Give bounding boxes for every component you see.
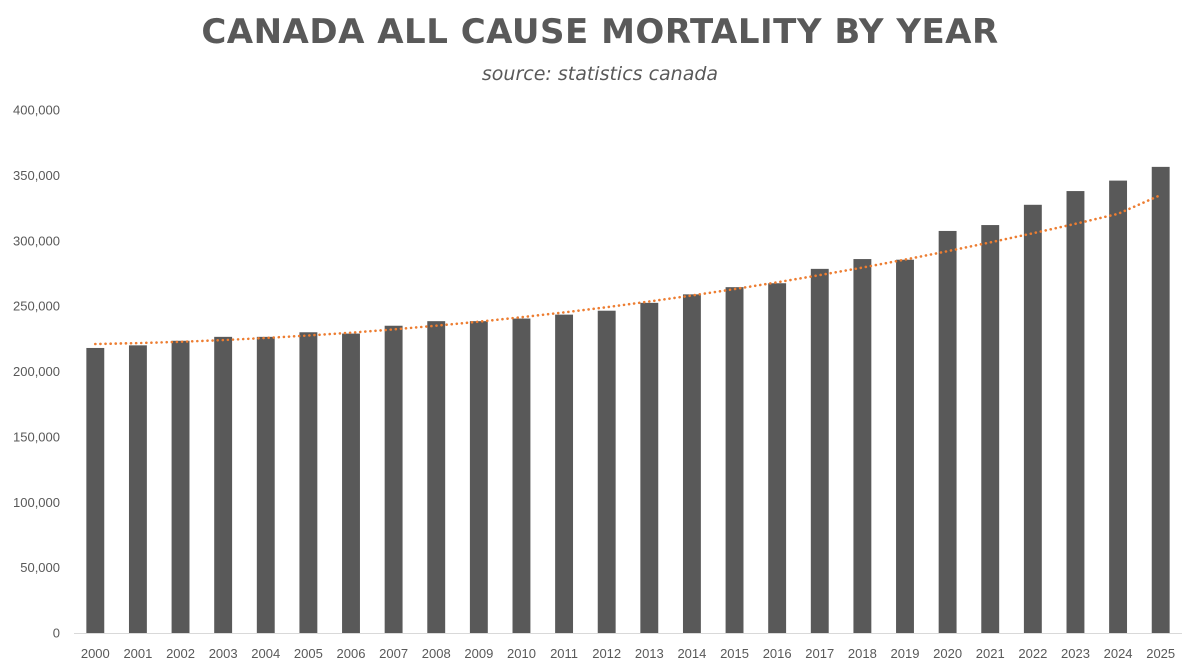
y-tick-label: 50,000 (20, 560, 60, 575)
x-tick-label: 2004 (251, 646, 280, 661)
x-tick-label: 2014 (677, 646, 706, 661)
x-tick-label: 2022 (1018, 646, 1047, 661)
bar-2000 (86, 347, 105, 633)
x-tick-label: 2000 (81, 646, 110, 661)
bar-2009 (469, 321, 488, 633)
bar-2020 (938, 230, 957, 633)
bar-2016 (768, 283, 787, 633)
x-tick-label: 2024 (1104, 646, 1133, 661)
bar-2022 (1023, 204, 1042, 633)
x-tick-label: 2012 (592, 646, 621, 661)
bar-2010 (512, 318, 531, 633)
x-tick-label: 2025 (1146, 646, 1175, 661)
x-tick-label: 2006 (337, 646, 366, 661)
bar-2006 (342, 333, 360, 633)
y-tick-label: 350,000 (13, 168, 60, 183)
bar-2019 (896, 259, 914, 633)
bar-2012 (597, 310, 616, 633)
y-tick-label: 100,000 (13, 495, 60, 510)
x-tick-label: 2013 (635, 646, 664, 661)
bar-2023 (1066, 191, 1085, 633)
y-tick-label: 150,000 (13, 429, 60, 444)
bar-2021 (981, 225, 1000, 633)
bar-2017 (810, 268, 829, 633)
bar-2011 (555, 314, 574, 633)
bar-2013 (640, 302, 659, 633)
x-tick-label: 2009 (464, 646, 493, 661)
bar-2003 (214, 336, 233, 633)
x-tick-label: 2007 (379, 646, 408, 661)
x-tick-label: 2016 (763, 646, 792, 661)
x-tick-label: 2001 (123, 646, 152, 661)
x-tick-label: 2005 (294, 646, 323, 661)
bar-2002 (171, 340, 190, 633)
x-tick-label: 2010 (507, 646, 536, 661)
y-tick-label: 200,000 (13, 364, 60, 379)
bar-2014 (682, 294, 701, 633)
y-tick-label: 400,000 (13, 103, 60, 118)
bar-2008 (427, 321, 446, 633)
bar-2024 (1109, 180, 1128, 634)
x-tick-label: 2018 (848, 646, 877, 661)
chart-title: CANADA ALL CAUSE MORTALITY BY YEAR (201, 12, 999, 52)
bar-2005 (299, 332, 318, 633)
x-tick-label: 2002 (166, 646, 195, 661)
y-tick-label: 300,000 (13, 233, 60, 248)
y-tick-label: 0 (53, 626, 60, 641)
bar-2004 (256, 336, 275, 633)
x-tick-label: 2023 (1061, 646, 1090, 661)
x-tick-label: 2011 (550, 646, 578, 661)
bar-2018 (853, 259, 872, 633)
x-tick-label: 2020 (933, 646, 962, 661)
x-tick-label: 2019 (891, 646, 920, 661)
bar-2007 (384, 325, 403, 633)
bar-2001 (128, 345, 147, 633)
x-tick-label: 2003 (209, 646, 238, 661)
x-tick-label: 2021 (976, 646, 1005, 661)
x-tick-label: 2008 (422, 646, 451, 661)
x-tick-label: 2015 (720, 646, 749, 661)
chart-subtitle: source: statistics canada (481, 63, 719, 85)
bar-2015 (725, 287, 744, 633)
y-tick-label: 250,000 (13, 299, 60, 314)
trendline (94, 193, 1162, 346)
x-tick-label: 2017 (805, 646, 834, 661)
bar-2025 (1151, 166, 1170, 633)
